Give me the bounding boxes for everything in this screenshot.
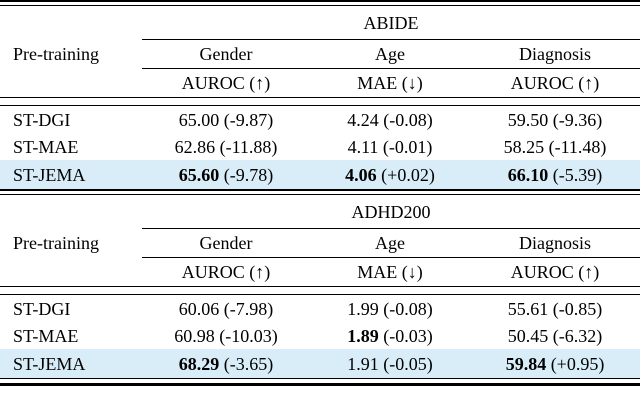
- metric-header-auroc-diagnosis: AUROC (↑): [510, 262, 600, 282]
- score-value: 59.50: [507, 109, 549, 130]
- score-delta: (-9.87): [223, 109, 274, 130]
- score-delta: (-7.98): [223, 298, 274, 319]
- header-body-rule: [0, 97, 640, 106]
- score-value: 65.00: [178, 109, 220, 130]
- score-delta: (-11.88): [219, 136, 278, 157]
- row-header-label: Pre-training: [13, 233, 99, 253]
- bottom-rule: [0, 378, 640, 386]
- score-cell: 58.25 (-11.48): [470, 133, 640, 160]
- table-row-st-dgi: ST-DGI 65.00 (-9.87) 4.24 (-0.08) 59.50 …: [0, 106, 640, 134]
- score-cell: 60.98 (-10.03): [142, 322, 310, 349]
- method-cell: ST-MAE: [13, 136, 79, 157]
- metric-header-auroc-gender: AUROC (↑): [181, 73, 271, 93]
- header-body-rule: [0, 286, 640, 295]
- score-value: 4.24: [347, 109, 379, 130]
- table-row-st-mae: ST-MAE 60.98 (-10.03) 1.89 (-0.03) 50.45…: [0, 322, 640, 349]
- row-header-label: Pre-training: [13, 44, 99, 64]
- score-cell: 66.10 (-5.39): [470, 160, 640, 190]
- score-cell: 4.06 (+0.02): [310, 160, 470, 190]
- score-cell: 4.24 (-0.08): [310, 106, 470, 134]
- score-value: 62.86: [174, 136, 216, 157]
- task-header-diagnosis: Diagnosis: [470, 39, 640, 69]
- score-value: 4.11: [347, 136, 379, 157]
- score-cell: 1.99 (-0.08): [310, 295, 470, 323]
- dataset-header: ADHD200: [142, 195, 640, 229]
- score-cell: 65.60 (-9.78): [142, 160, 310, 190]
- score-cell: 65.00 (-9.87): [142, 106, 310, 134]
- score-delta: (-5.39): [552, 164, 603, 185]
- score-delta: (-0.01): [382, 136, 433, 157]
- score-delta: (-6.32): [552, 325, 603, 346]
- score-value: 58.25: [503, 136, 545, 157]
- score-cell: 59.84 (+0.95): [470, 349, 640, 379]
- metric-header-auroc-gender: AUROC (↑): [181, 262, 271, 282]
- score-value: 66.10: [507, 164, 549, 185]
- metric-header-row: AUROC (↑) MAE (↓) AUROC (↑): [0, 258, 640, 287]
- score-cell: 68.29 (-3.65): [142, 349, 310, 379]
- score-value: 50.45: [507, 325, 549, 346]
- score-cell: 50.45 (-6.32): [470, 322, 640, 349]
- metric-header-mae-age: MAE (↓): [357, 73, 423, 93]
- score-delta: (-9.36): [552, 109, 603, 130]
- task-header-gender: Gender: [142, 39, 310, 69]
- score-value: 1.91: [347, 353, 379, 374]
- score-value: 68.29: [178, 353, 220, 374]
- score-delta: (+0.95): [550, 353, 605, 374]
- task-header-age: Age: [310, 39, 470, 69]
- method-cell: ST-MAE: [13, 325, 79, 346]
- score-delta: (-0.85): [552, 298, 603, 319]
- results-table-abide: ABIDE Pre-training Gender Age Diagnosis …: [0, 0, 640, 195]
- score-value: 60.98: [174, 325, 215, 346]
- table-row-st-jema-highlighted: ST-JEMA 68.29 (-3.65) 1.91 (-0.05) 59.84…: [0, 349, 640, 379]
- method-cell: ST-DGI: [13, 298, 71, 319]
- score-delta: (+0.02): [381, 164, 435, 185]
- task-header-row: Pre-training Gender Age Diagnosis: [0, 228, 640, 258]
- score-delta: (-11.48): [548, 136, 607, 157]
- section-divider-rule: [0, 189, 640, 195]
- top-rule: [0, 0, 640, 6]
- task-header-gender: Gender: [142, 228, 310, 258]
- score-cell: 4.11 (-0.01): [310, 133, 470, 160]
- task-header-diagnosis: Diagnosis: [470, 228, 640, 258]
- table-row-st-dgi: ST-DGI 60.06 (-7.98) 1.99 (-0.08) 55.61 …: [0, 295, 640, 323]
- dataset-title-row: ABIDE: [0, 5, 640, 40]
- score-delta: (-9.78): [223, 164, 274, 185]
- score-delta: (-0.08): [383, 298, 433, 319]
- score-cell: 62.86 (-11.88): [142, 133, 310, 160]
- metric-header-row: AUROC (↑) MAE (↓) AUROC (↑): [0, 69, 640, 98]
- score-delta: (-0.08): [383, 109, 433, 130]
- score-cell: 55.61 (-0.85): [470, 295, 640, 323]
- method-cell: ST-JEMA: [13, 164, 86, 185]
- score-value: 65.60: [178, 164, 220, 185]
- score-value: 1.99: [347, 298, 379, 319]
- score-value: 4.06: [345, 164, 377, 185]
- score-value: 55.61: [507, 298, 549, 319]
- results-table-adhd200: ADHD200 Pre-training Gender Age Diagnosi…: [0, 195, 640, 386]
- table-row-st-jema-highlighted: ST-JEMA 65.60 (-9.78) 4.06 (+0.02) 66.10…: [0, 160, 640, 190]
- metric-header-mae-age: MAE (↓): [357, 262, 423, 282]
- dataset-header: ABIDE: [142, 5, 640, 40]
- table-row-st-mae: ST-MAE 62.86 (-11.88) 4.11 (-0.01) 58.25…: [0, 133, 640, 160]
- score-value: 59.84: [505, 353, 547, 374]
- score-cell: 59.50 (-9.36): [470, 106, 640, 134]
- method-cell: ST-DGI: [13, 109, 71, 130]
- task-header-row: Pre-training Gender Age Diagnosis: [0, 39, 640, 69]
- score-delta: (-10.03): [219, 325, 278, 346]
- dataset-title-row: ADHD200: [0, 195, 640, 229]
- score-cell: 1.89 (-0.03): [310, 322, 470, 349]
- score-delta: (-0.05): [383, 353, 433, 374]
- score-cell: 1.91 (-0.05): [310, 349, 470, 379]
- score-delta: (-3.65): [223, 353, 274, 374]
- score-value: 60.06: [178, 298, 220, 319]
- metric-header-auroc-diagnosis: AUROC (↑): [510, 73, 600, 93]
- score-cell: 60.06 (-7.98): [142, 295, 310, 323]
- score-value: 1.89: [347, 325, 379, 346]
- score-delta: (-0.03): [383, 325, 433, 346]
- method-cell: ST-JEMA: [13, 353, 86, 374]
- task-header-age: Age: [310, 228, 470, 258]
